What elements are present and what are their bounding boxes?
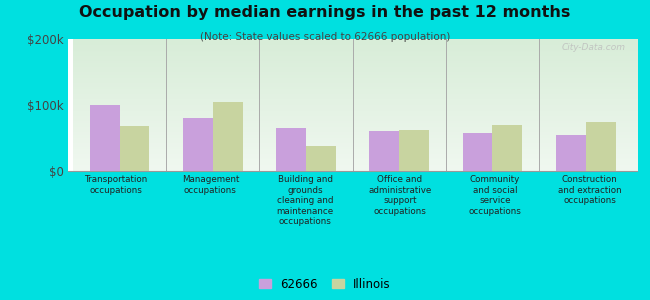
Bar [399, 130, 429, 171]
Bar [556, 135, 586, 171]
Text: Transportation
occupations: Transportation occupations [84, 176, 148, 195]
Legend: 62666, Illinois: 62666, Illinois [255, 274, 395, 294]
Text: City-Data.com: City-Data.com [562, 43, 625, 52]
Bar [276, 128, 306, 171]
Text: (Note: State values scaled to 62666 population): (Note: State values scaled to 62666 popu… [200, 32, 450, 41]
Text: Management
occupations: Management occupations [182, 176, 239, 195]
Text: Community
and social
service
occupations: Community and social service occupations [469, 176, 521, 216]
Text: Office and
administrative
support
occupations: Office and administrative support occupa… [369, 176, 432, 216]
Text: Occupation by median earnings in the past 12 months: Occupation by median earnings in the pas… [79, 4, 571, 20]
Bar [306, 146, 336, 171]
Bar [90, 105, 120, 171]
Bar [120, 126, 150, 171]
Bar [463, 134, 493, 171]
Bar [183, 118, 213, 171]
Bar [586, 122, 616, 171]
Bar [493, 125, 523, 171]
Text: Construction
and extraction
occupations: Construction and extraction occupations [558, 176, 621, 205]
Text: Building and
grounds
cleaning and
maintenance
occupations: Building and grounds cleaning and mainte… [277, 176, 334, 226]
Bar [369, 131, 399, 171]
Bar [213, 102, 242, 171]
